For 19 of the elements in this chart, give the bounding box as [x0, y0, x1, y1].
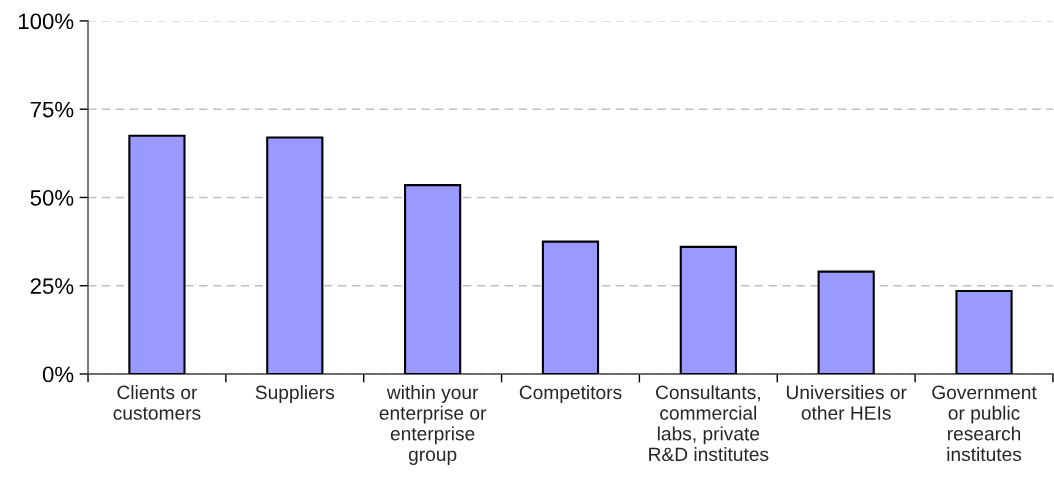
x-tick-label: Competitors [519, 385, 622, 403]
bar [128, 134, 186, 374]
y-tick-label: 0% [42, 366, 74, 383]
bar [679, 245, 737, 374]
bar [817, 270, 875, 374]
bar [266, 136, 324, 374]
x-tick-label: within your enterprise or enterprise group [379, 385, 487, 465]
bar [955, 289, 1013, 374]
y-tick-label: 75% [30, 101, 74, 118]
x-tick-label: Consultants, commercial labs, private R&D institutes [649, 385, 769, 462]
bar [404, 184, 462, 374]
x-tick-label: Universities or other HEIs [786, 385, 907, 420]
x-tick-label: Suppliers [255, 385, 335, 403]
y-tick-label: 25% [30, 278, 74, 294]
y-tick-label: 100% [18, 13, 74, 30]
y-tick-label: 50% [30, 189, 74, 206]
bar [541, 240, 600, 374]
x-tick-label: Government or public research institutes [932, 385, 1037, 462]
x-tick-label: Clients or customers [113, 385, 201, 420]
